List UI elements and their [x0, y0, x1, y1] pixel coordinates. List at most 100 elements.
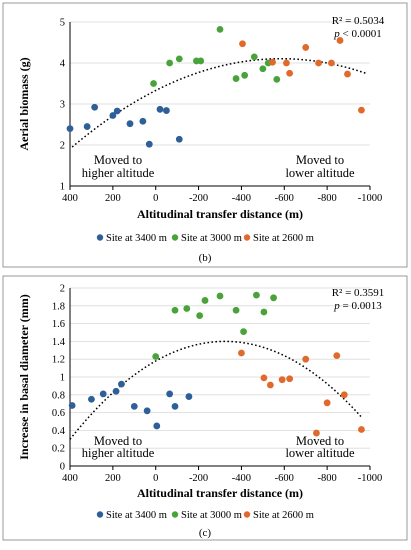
data-point [250, 53, 258, 61]
chart-panel-b: 1 2 3 4 5 400 200 0 -200 -400 -600 -800 -1000 Altitud… [2, 2, 408, 268]
data-point [270, 294, 277, 302]
data-point [239, 40, 246, 48]
data-point [175, 55, 183, 63]
data-point [286, 69, 294, 77]
series-site_3400 [68, 380, 193, 430]
data-point [315, 59, 322, 67]
data-point [88, 395, 95, 403]
data-point [201, 297, 209, 304]
data-point [240, 328, 247, 336]
legend-marker [171, 234, 179, 241]
data-point [83, 123, 91, 130]
y-tick-label: 2 [60, 141, 65, 152]
annotation-left-line1: Moved to [94, 434, 142, 448]
x-tick-label: 200 [105, 193, 121, 204]
panel-frame [2, 2, 408, 268]
data-point [323, 399, 331, 407]
y-tick-label: 1.8 [52, 301, 65, 312]
x-tick-label: 400 [62, 193, 78, 204]
data-point [150, 80, 157, 87]
data-point [238, 349, 245, 357]
legend: Site at 3400 m Site at 3000 m Site at 2600… [96, 233, 314, 244]
data-point [302, 355, 310, 363]
data-point [260, 374, 268, 382]
data-point [302, 44, 310, 51]
x-tick-label: -200 [189, 473, 208, 484]
x-axis-title: Altitudinal transfer distance (m) [137, 207, 303, 221]
data-point [328, 59, 335, 67]
data-point [166, 59, 174, 67]
p-value: = 0.0013 [340, 300, 382, 312]
data-point [313, 429, 320, 437]
data-point [143, 407, 151, 415]
x-tick-label: 200 [105, 473, 121, 484]
data-point [166, 390, 174, 398]
data-point [197, 57, 205, 65]
data-point [283, 59, 290, 67]
data-point [358, 426, 365, 433]
data-point [344, 70, 351, 78]
data-point [126, 120, 134, 128]
x-tick-label: -600 [275, 193, 294, 204]
r-squared-label: R² = 0.5034 [332, 15, 385, 27]
legend-label: Site at 3400 m [106, 233, 167, 244]
data-point [273, 76, 281, 83]
y-axis-title: Aerial biomass (g) [17, 57, 31, 150]
legend-marker [171, 511, 179, 518]
x-tick-label: -200 [189, 193, 208, 204]
data-point [232, 306, 240, 314]
legend-label: Site at 3000 m [181, 233, 242, 244]
y-tick-label: 0.8 [52, 390, 65, 401]
trendline [71, 57, 366, 148]
x-tick-label: -800 [318, 193, 337, 204]
p-value-label: p = 0.0013 [333, 300, 382, 312]
x-tick-label: -600 [275, 473, 294, 484]
annotation-left-line1: Moved to [94, 153, 142, 167]
data-point [259, 65, 267, 73]
y-tick-label: 4 [60, 59, 66, 70]
y-tick-label: 0.6 [52, 408, 65, 419]
data-point [109, 112, 117, 119]
data-point [118, 380, 125, 388]
x-tick-label: -400 [232, 473, 251, 484]
annotation-left-line2: higher altitude [82, 446, 155, 460]
data-point [232, 75, 240, 82]
annotation-right-line1: Moved to [296, 153, 344, 167]
data-point [183, 305, 191, 312]
r-squared-label: R² = 0.3591 [332, 287, 385, 299]
x-tick-label: -800 [318, 473, 337, 484]
x-axis-title: Altitudinal transfer distance (m) [137, 486, 303, 500]
chart-panel-c: 0 0.2 0.4 0.6 0.8 1 1.2 1.4 1.6 1.8 2 400 200 0 -200 -4… [2, 275, 408, 541]
trendline [69, 340, 362, 440]
y-tick-label: 1.6 [52, 319, 65, 330]
y-tick-label: 1 [60, 182, 65, 193]
legend-marker [96, 511, 104, 518]
data-point [68, 402, 76, 409]
data-point [130, 402, 138, 410]
data-point [216, 25, 224, 33]
data-point [156, 105, 164, 113]
panel-label: (c) [199, 527, 212, 539]
annotation-left-line2: higher altitude [82, 166, 155, 180]
legend-marker [96, 234, 104, 241]
data-point [163, 107, 170, 114]
series-site_2600 [238, 349, 365, 437]
data-point [286, 375, 294, 383]
data-point [216, 292, 224, 300]
y-tick-label: 3 [60, 100, 65, 111]
annotation-right-line2: lower altitude [285, 166, 355, 180]
legend-marker [243, 511, 251, 518]
annotation-right-line1: Moved to [296, 434, 344, 448]
legend-label: Site at 3400 m [106, 510, 167, 521]
data-point [112, 387, 120, 395]
x-tick-label: -1000 [358, 473, 383, 484]
p-symbol: p [333, 300, 340, 312]
p-value: < 0.0001 [340, 28, 382, 40]
series-site_3000 [152, 291, 277, 360]
y-axis-title: Increase in basal diameter (mm) [17, 294, 31, 460]
data-point [269, 58, 276, 66]
p-value-label: p < 0.0001 [333, 28, 381, 40]
y-tick-label: 1.2 [52, 355, 65, 366]
panel-label: (b) [199, 252, 212, 264]
legend: Site at 3400 m Site at 3000 m Site at 2600… [96, 510, 314, 521]
